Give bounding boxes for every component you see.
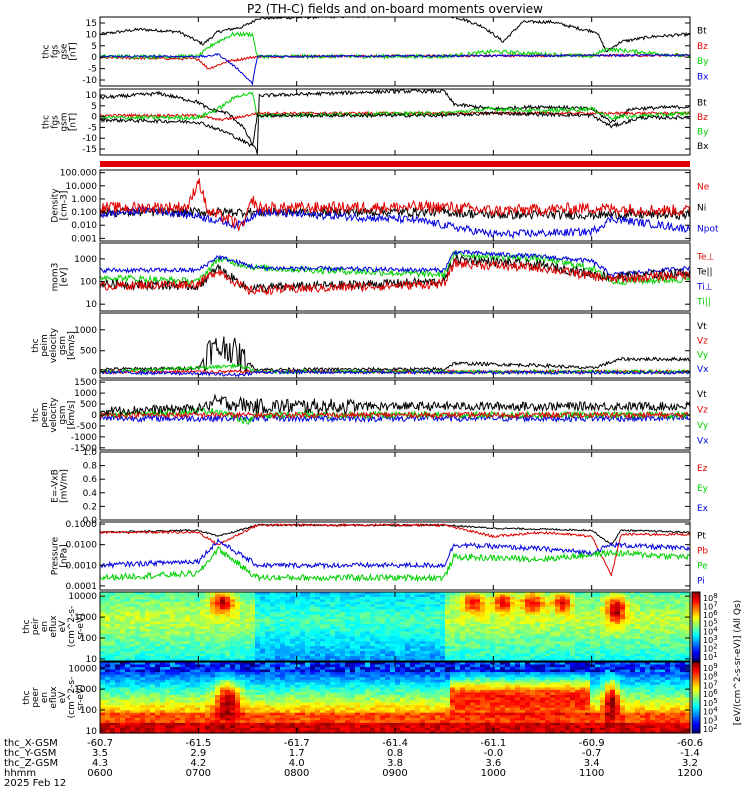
y-tick-label: 0.4: [83, 489, 98, 499]
y-tick-label: 100.000: [60, 169, 97, 179]
legend-vt: Vt: [697, 390, 707, 400]
y-tick-label: 0.0010: [66, 561, 98, 571]
y-tick-label: 10: [86, 91, 98, 101]
y-tick-label: 10000: [68, 592, 97, 602]
legend-by: By: [697, 57, 709, 67]
legend-bz: Bz: [697, 42, 708, 52]
legend-vz: Vz: [697, 336, 708, 346]
y-axis-label: [mV/m]: [60, 469, 70, 503]
legend-te: Te||: [696, 268, 713, 278]
legend-vx: Vx: [697, 365, 709, 375]
y-tick-label: 500: [80, 347, 97, 357]
y-axis-label: [nPa]: [60, 544, 70, 567]
y-tick-label: 0.010: [71, 221, 97, 231]
mode-bar: [100, 161, 690, 167]
y-tick-label: 500: [80, 400, 97, 410]
series-vt-ion: [100, 336, 690, 374]
y-tick-label: 100: [80, 278, 97, 288]
y-tick-label: 1.000: [71, 195, 97, 205]
y-axis-label: [nT]: [69, 42, 79, 60]
y-tick-label: 15: [86, 19, 97, 29]
y-tick-label: 5: [91, 42, 97, 52]
y-tick-label: -10: [82, 134, 97, 144]
legend-pe: Pe: [697, 562, 708, 572]
legend-ey: Ey: [697, 484, 709, 494]
y-axis-label: [km/s]: [67, 401, 77, 430]
y-tick-label: -5: [88, 123, 97, 133]
y-tick-label: 1.0: [83, 448, 98, 458]
y-tick-label: 5: [91, 102, 97, 112]
legend-vx: Vx: [697, 436, 709, 446]
legend-vz: Vz: [697, 405, 708, 415]
y-tick-label: -10: [82, 76, 97, 86]
y-axis-label: [eV]: [60, 268, 70, 287]
legend-vy: Vy: [697, 421, 709, 431]
spectrogram-electron-spectrogram: [100, 662, 691, 734]
plot-title: P2 (TH-C) fields and on-board moments ov…: [100, 2, 690, 16]
panel-frame-efield: [100, 452, 690, 520]
y-tick-label: 0.6: [83, 475, 98, 485]
legend-bt: Bt: [697, 98, 707, 108]
y-tick-label: 0: [91, 368, 97, 378]
y-tick-label: -15: [82, 145, 97, 155]
y-tick-label: 1000: [74, 255, 97, 265]
y-tick-label: 10: [86, 30, 98, 40]
legend-bz: Bz: [697, 113, 708, 123]
y-tick-label: 1000: [74, 326, 97, 336]
legend-ne: Ne: [697, 183, 710, 193]
y-tick-label: 1500: [74, 378, 97, 388]
legend-bt: Bt: [697, 27, 707, 37]
y-tick-label: 1000: [74, 389, 97, 399]
y-tick-label: 0.001: [71, 234, 97, 244]
legend-bx: Bx: [697, 142, 709, 152]
panel-frame-temperature: [100, 243, 690, 311]
series-ne: [100, 178, 690, 230]
legend-te: Te⊥: [696, 253, 715, 263]
legend-bx: Bx: [697, 72, 709, 82]
legend-vy: Vy: [697, 351, 709, 361]
legend-pi: Pi: [697, 577, 705, 587]
y-tick-label: 0: [91, 113, 97, 123]
y-tick-label: 10.000: [66, 182, 98, 192]
y-tick-label: 0.0100: [66, 541, 98, 551]
y-tick-label: 0: [91, 53, 97, 63]
y-axis-label: sr-eV): [76, 613, 86, 639]
y-tick-label: 0.1000: [66, 520, 98, 530]
y-tick-label: 0.100: [71, 208, 97, 218]
y-tick-label: 0.8: [83, 462, 98, 472]
y-tick-label: 0.2: [83, 502, 97, 512]
legend-pb: Pb: [697, 547, 708, 557]
y-axis-label: [nT]: [69, 113, 79, 131]
y-tick-label: -1000: [71, 433, 97, 443]
legend-ex: Ex: [697, 504, 709, 514]
legend-ez: Ez: [697, 464, 708, 474]
y-axis-label: [cm-3]: [60, 191, 70, 221]
series-ti-perp: [100, 251, 690, 277]
y-tick-label: -500: [77, 422, 98, 432]
legend-by: By: [697, 127, 709, 137]
legend-npot: Npot: [697, 225, 719, 235]
legend-ti: Ti||: [696, 298, 711, 308]
legend-pt: Pt: [697, 532, 706, 542]
y-axis-label: [km/s]: [67, 331, 77, 360]
y-tick-label: 0.0001: [66, 582, 98, 592]
spectrogram-ion-spectrogram: [100, 592, 691, 662]
legend-ti: Ti⊥: [696, 283, 713, 293]
y-tick-label: 10: [86, 300, 98, 310]
panel-frame-ion-velocity: [100, 313, 690, 378]
legend-ni: Ni: [697, 204, 706, 214]
series-pt: [100, 524, 690, 545]
legend-vt: Vt: [697, 322, 707, 332]
y-tick-label: -5: [88, 65, 97, 75]
y-tick-label: 0: [91, 411, 97, 421]
